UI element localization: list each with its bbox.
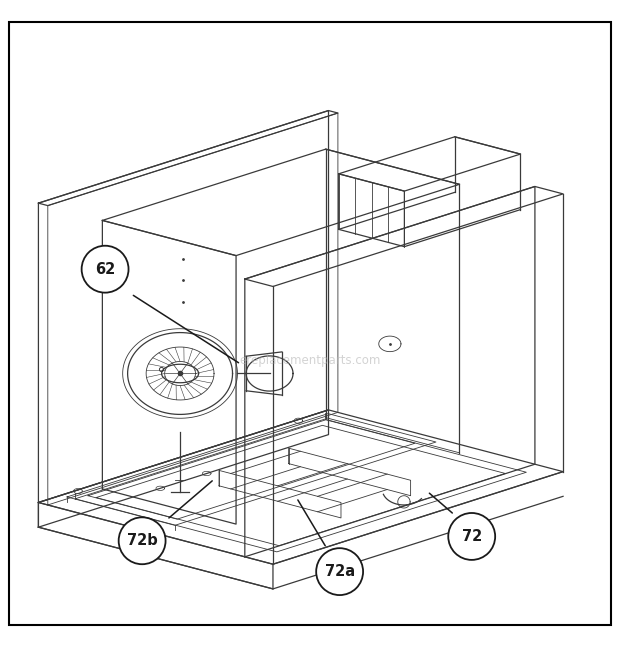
Circle shape [316,548,363,595]
Text: 72a: 72a [324,564,355,579]
Circle shape [118,518,166,564]
Text: 72b: 72b [126,533,157,548]
Text: 72: 72 [461,529,482,544]
Circle shape [82,246,128,292]
Text: ereplacementparts.com: ereplacementparts.com [239,354,381,367]
Circle shape [448,513,495,560]
Text: 62: 62 [95,261,115,277]
